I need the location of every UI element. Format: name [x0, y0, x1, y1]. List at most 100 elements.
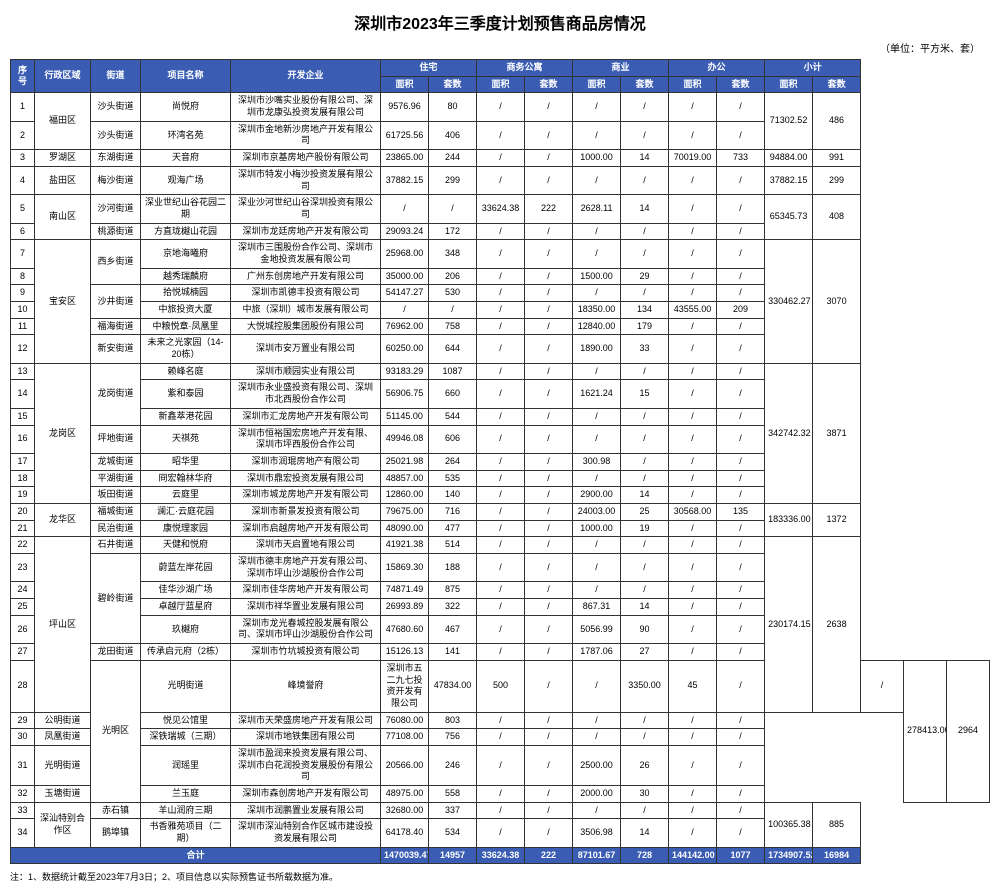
cell-cu: / — [525, 408, 573, 425]
col-zz: 住宅 — [381, 60, 477, 77]
cell-ca: / — [477, 537, 525, 554]
cell-bu: / — [717, 363, 765, 380]
cell-su: 134 — [621, 302, 669, 319]
cell-cu: / — [525, 582, 573, 599]
cell-ca: / — [477, 166, 525, 194]
cell-xa: 330462.27 — [765, 240, 813, 364]
cell-sa: / — [573, 537, 621, 554]
cell-project: 澜汇·云庭花园 — [141, 503, 231, 520]
cell-sa: / — [573, 582, 621, 599]
col-units: 套数 — [813, 76, 861, 93]
page-title: 深圳市2023年三季度计划预售商品房情况 — [10, 10, 990, 34]
table-row: 33深汕特别合作区赤石镇羊山润府三期深圳市润鹏置业发展有限公司32680.003… — [11, 802, 990, 819]
cell-su: / — [621, 537, 669, 554]
cell-ca: / — [477, 363, 525, 380]
cell-seq: 4 — [11, 166, 35, 194]
cell-ca: / — [477, 268, 525, 285]
cell-ba: / — [669, 425, 717, 453]
cell-ca: / — [477, 453, 525, 470]
cell-seq: 6 — [11, 223, 35, 240]
cell-ba: / — [669, 729, 717, 746]
cell-ca: / — [477, 240, 525, 268]
cell-za: 32680.00 — [381, 802, 429, 819]
cell-zu: 606 — [429, 425, 477, 453]
cell-zu: 1087 — [429, 363, 477, 380]
cell-zu: 264 — [429, 453, 477, 470]
cell-zu: 530 — [429, 285, 477, 302]
cell-zu: 477 — [429, 520, 477, 537]
cell-su: / — [621, 363, 669, 380]
cell-developer: 深圳市地铁集团有限公司 — [231, 729, 381, 746]
cell-bu: / — [717, 615, 765, 643]
col-swgy: 商务公寓 — [477, 60, 573, 77]
total-bu: 1077 — [717, 847, 765, 864]
cell-za: 25968.00 — [381, 240, 429, 268]
cell-za: 26993.89 — [381, 599, 429, 616]
cell-sa: / — [573, 93, 621, 121]
cell-project: 环湾名苑 — [141, 121, 231, 149]
cell-ba: / — [669, 363, 717, 380]
cell-za: 49946.08 — [381, 425, 429, 453]
cell-za: 76962.00 — [381, 318, 429, 335]
cell-cu: / — [525, 363, 573, 380]
cell-sa: / — [573, 166, 621, 194]
cell-xa: 37882.15 — [765, 166, 813, 194]
cell-ba: / — [669, 520, 717, 537]
cell-za: 64178.40 — [381, 819, 429, 847]
cell-xa: 183336.00 — [765, 503, 813, 536]
cell-project: 兰玉庭 — [141, 786, 231, 803]
cell-project: 赖峰名庭 — [141, 363, 231, 380]
total-xu: 16984 — [813, 847, 861, 864]
cell-cu: / — [525, 268, 573, 285]
cell-cu: / — [525, 615, 573, 643]
table-row: 20龙华区福城街道澜汇·云庭花园深圳市新景发投资有限公司79675.00716/… — [11, 503, 990, 520]
cell-zu: 534 — [429, 819, 477, 847]
cell-developer: 深圳市鼎宏投资发展有限公司 — [231, 470, 381, 487]
cell-project: 书香雅苑项目（二期） — [141, 819, 231, 847]
cell-ca: / — [477, 503, 525, 520]
cell-zu: 756 — [429, 729, 477, 746]
cell-ba: / — [669, 599, 717, 616]
cell-street: 坪地街道 — [91, 425, 141, 453]
cell-bu: / — [717, 644, 765, 661]
cell-seq: 31 — [11, 745, 35, 785]
cell-ba: 43555.00 — [669, 302, 717, 319]
cell-developer: 深圳市佳华房地产开发有限公司 — [231, 582, 381, 599]
cell-sa: / — [573, 363, 621, 380]
cell-cu: / — [525, 121, 573, 149]
cell-zu: 80 — [429, 93, 477, 121]
cell-seq: 22 — [11, 537, 35, 554]
cell-project: 天祺苑 — [141, 425, 231, 453]
cell-zu: 337 — [429, 802, 477, 819]
cell-seq: 9 — [11, 285, 35, 302]
cell-developer: 深圳市新景发投资有限公司 — [231, 503, 381, 520]
unit-label: （单位：平方米、套） — [10, 40, 990, 55]
cell-seq: 29 — [11, 712, 35, 729]
cell-sa: 2500.00 — [573, 745, 621, 785]
cell-ba: / — [669, 712, 717, 729]
cell-ca: / — [477, 802, 525, 819]
cell-bu: 733 — [717, 150, 765, 167]
cell-developer: 深圳市深汕特别合作区城市建设投资发展有限公司 — [231, 819, 381, 847]
cell-za: 23865.00 — [381, 150, 429, 167]
cell-developer: 深圳市永业盛投资有限公司、深圳市北西股份合作公司 — [231, 380, 381, 408]
cell-project: 紫和泰园 — [141, 380, 231, 408]
cell-sa: 867.31 — [573, 599, 621, 616]
cell-su: 14 — [621, 487, 669, 504]
cell-xu: 3070 — [813, 240, 861, 364]
cell-za: 37882.15 — [381, 166, 429, 194]
cell-street: 平湖街道 — [91, 470, 141, 487]
cell-street: 梅沙街道 — [91, 166, 141, 194]
cell-ba: / — [669, 644, 717, 661]
cell-bu: 209 — [717, 302, 765, 319]
cell-xa: 278413.00 — [904, 660, 947, 802]
cell-cu: / — [525, 554, 573, 582]
cell-sa: / — [573, 554, 621, 582]
cell-za: 61725.56 — [381, 121, 429, 149]
cell-bu: / — [717, 335, 765, 363]
cell-bu: / — [717, 786, 765, 803]
cell-bu: / — [717, 425, 765, 453]
cell-xu: 486 — [813, 93, 861, 150]
cell-seq: 14 — [11, 380, 35, 408]
col-area: 面积 — [669, 76, 717, 93]
